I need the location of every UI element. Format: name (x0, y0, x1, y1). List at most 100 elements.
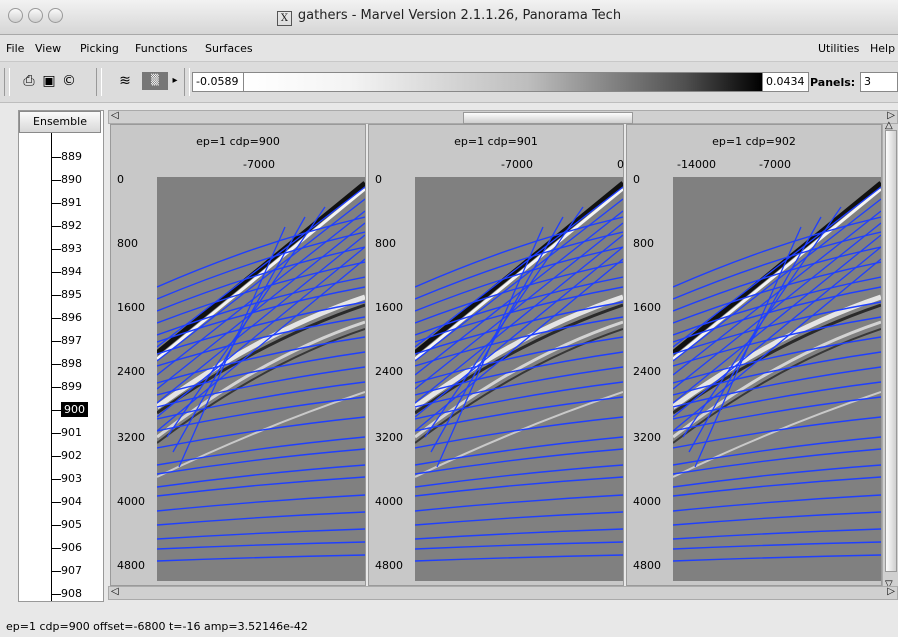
reflection-band (415, 328, 623, 444)
pick-line-steep (157, 234, 365, 404)
copyright-icon[interactable]: © (62, 73, 76, 89)
pick-line (415, 528, 623, 540)
pick-line (673, 216, 881, 288)
seismic-plot-canvas[interactable] (415, 177, 623, 581)
y-tick-label: 2400 (633, 365, 661, 378)
ensemble-item[interactable]: 900 (51, 402, 88, 418)
pick-line (415, 381, 623, 420)
reflection-band (415, 320, 623, 439)
ensemble-button[interactable]: Ensemble (19, 111, 101, 133)
horizontal-scrollbar-top[interactable]: ◁ ▷ (108, 110, 898, 124)
y-tick-label: 4800 (633, 559, 661, 572)
seismic-plot-canvas[interactable] (157, 177, 365, 581)
scroll-right-icon[interactable]: ▷ (887, 586, 895, 597)
pick-line-steep (673, 222, 881, 390)
reflection-band (157, 320, 365, 439)
ensemble-item[interactable]: 903 (51, 471, 82, 487)
save-icon[interactable]: ▣ (42, 73, 56, 89)
ensemble-item[interactable]: 901 (51, 425, 82, 441)
ensemble-item[interactable]: 906 (51, 540, 82, 556)
ensemble-item-label: 898 (61, 357, 82, 370)
menu-picking[interactable]: Picking (80, 42, 119, 55)
pick-line (157, 336, 365, 384)
ensemble-item[interactable]: 893 (51, 241, 82, 257)
min-amplitude-field[interactable]: -0.0589 (192, 72, 244, 92)
color-scale-bar[interactable] (243, 72, 763, 92)
pick-line-steep (157, 210, 365, 376)
panel-title: ep=1 cdp=900 (196, 135, 280, 148)
pick-line (673, 351, 881, 396)
toolbar-grip[interactable] (4, 68, 10, 96)
seismic-plot-canvas[interactable] (673, 177, 881, 581)
pick-line-crossing (694, 226, 802, 468)
scroll-left-icon[interactable]: ◁ (111, 586, 119, 597)
wiggle-display-icon[interactable]: ≋ (119, 73, 131, 89)
ensemble-item[interactable]: 896 (51, 310, 82, 326)
scroll-down-icon[interactable]: ▽ (885, 579, 893, 590)
vertical-scrollbar[interactable]: △ ▽ (882, 120, 898, 590)
seismic-plot[interactable] (157, 177, 365, 581)
menu-utilities[interactable]: Utilities (818, 42, 860, 55)
y-tick-label: 1600 (117, 301, 145, 314)
ensemble-item-label: 903 (61, 472, 82, 485)
toolbar-grip[interactable] (96, 68, 102, 96)
menu-surfaces[interactable]: Surfaces (205, 42, 253, 55)
reflection-band (673, 303, 881, 415)
ensemble-item[interactable]: 897 (51, 333, 82, 349)
density-display-icon[interactable]: ▒ (142, 72, 168, 90)
pick-line-steep (415, 186, 623, 348)
ensemble-item[interactable]: 891 (51, 195, 82, 211)
ensemble-item[interactable]: 904 (51, 494, 82, 510)
ensemble-item[interactable]: 892 (51, 218, 82, 234)
ensemble-item[interactable]: 890 (51, 172, 82, 188)
seismic-plot[interactable] (415, 177, 623, 581)
menu-view[interactable]: View (35, 42, 62, 55)
pick-line (415, 286, 623, 343)
max-amplitude-field[interactable]: 0.0434 (763, 72, 809, 92)
reflection-band (415, 303, 623, 415)
horizontal-scrollbar-bottom[interactable]: ◁ ▷ (108, 586, 898, 600)
ensemble-item-label: 900 (61, 402, 88, 417)
pick-line (415, 494, 623, 512)
ensemble-item[interactable]: 898 (51, 356, 82, 372)
pick-line (157, 286, 365, 343)
pick-line (415, 541, 623, 550)
menu-file[interactable]: File (6, 42, 25, 55)
ensemble-item-label: 899 (61, 380, 82, 393)
print-icon[interactable]: ⎙ (23, 73, 35, 89)
ensemble-item[interactable]: 907 (51, 563, 82, 579)
panels-label: Panels: (810, 76, 856, 89)
triangle-right-icon[interactable]: ▸ (172, 75, 178, 86)
pick-line (673, 286, 881, 343)
scroll-up-icon[interactable]: △ (885, 120, 893, 131)
minimize-window-button[interactable] (28, 8, 43, 23)
ensemble-item[interactable]: 905 (51, 517, 82, 533)
menu-help[interactable]: Help (870, 42, 896, 55)
ensemble-item[interactable]: 902 (51, 448, 82, 464)
y-tick-label: 0 (375, 173, 382, 186)
seismic-plot[interactable] (673, 177, 881, 581)
pick-line (415, 396, 623, 432)
ensemble-item[interactable]: 894 (51, 264, 82, 280)
ensemble-item-label: 892 (61, 219, 82, 232)
zoom-window-button[interactable] (48, 8, 63, 23)
panels-input[interactable]: 3 (860, 72, 898, 92)
vertical-scroll-thumb[interactable] (885, 130, 897, 572)
ensemble-item[interactable]: 895 (51, 287, 82, 303)
reflection-band (157, 303, 365, 415)
menu-functions[interactable]: Functions (135, 42, 188, 55)
y-tick-label: 800 (375, 237, 396, 250)
y-tick-label: 4000 (633, 495, 661, 508)
ensemble-item[interactable]: 889 (51, 149, 82, 165)
scroll-left-icon[interactable]: ◁ (111, 110, 119, 121)
toolbar-grip[interactable] (184, 68, 190, 96)
ensemble-tick (51, 225, 61, 227)
pick-line (673, 541, 881, 550)
close-window-button[interactable] (8, 8, 23, 23)
scroll-right-icon[interactable]: ▷ (887, 110, 895, 121)
ensemble-tick (51, 386, 61, 388)
ensemble-item[interactable]: 908 (51, 586, 82, 601)
pick-line (157, 494, 365, 512)
horizontal-scroll-thumb[interactable] (463, 112, 633, 124)
ensemble-item[interactable]: 899 (51, 379, 82, 395)
